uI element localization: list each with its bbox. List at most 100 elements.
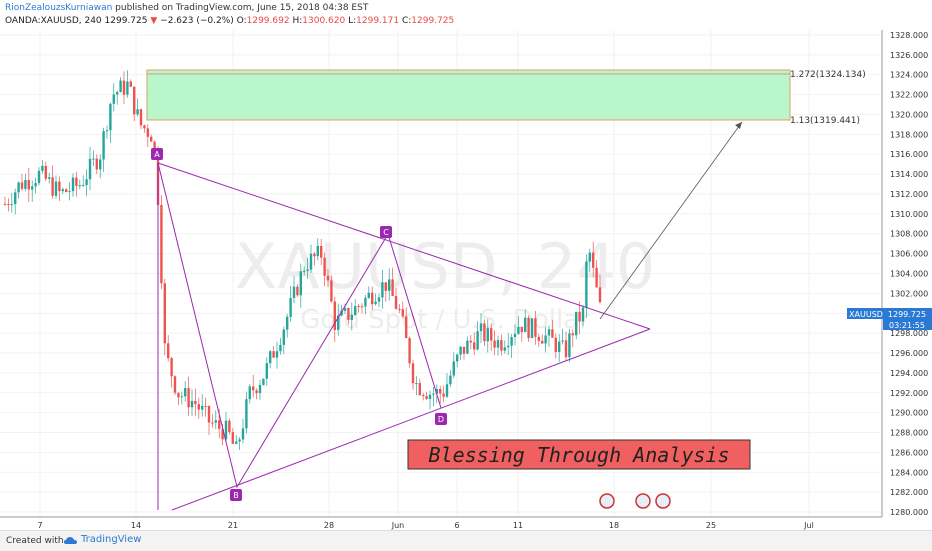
y-tick-label: 1302.000	[890, 289, 928, 298]
candle-body	[405, 316, 408, 339]
candle-body	[126, 81, 129, 95]
y-tick-label: 1296.000	[890, 349, 928, 358]
abcd-triangle-pattern[interactable]	[157, 121, 743, 511]
candle-body	[350, 314, 353, 320]
y-tick-label: 1316.000	[890, 150, 928, 159]
created-with-text: Created with	[6, 536, 64, 546]
y-tick-label: 1326.000	[890, 51, 928, 60]
publish-line: RionZealouzsKurniawan published on Tradi…	[5, 3, 368, 13]
price-tag-symbol: XAUUSD	[849, 310, 883, 319]
event-icons[interactable]	[599, 493, 671, 509]
candle-body	[105, 130, 109, 132]
candle-body	[95, 158, 98, 170]
candle-body	[122, 80, 126, 95]
point-b-marker[interactable]: B	[230, 489, 242, 501]
y-tick-label: 1290.000	[890, 409, 928, 418]
pattern-zigzag-line	[157, 162, 442, 489]
candle-body	[187, 388, 190, 408]
x-tick-label: Jul	[803, 521, 814, 530]
us-flag-event-icon[interactable]	[655, 493, 671, 509]
candle-body	[299, 271, 302, 296]
y-tick-label: 1298.000	[890, 329, 928, 338]
candle-body	[48, 177, 51, 179]
candle-body	[197, 404, 200, 410]
y-tick-label: 1328.000	[890, 31, 928, 40]
time-axis[interactable]: 7 14 21 28 Jun 6 11 18 25 Jul	[0, 516, 882, 530]
candle-body	[78, 185, 81, 187]
candle-body	[503, 347, 506, 351]
candle-body	[177, 392, 180, 398]
candle-body	[275, 351, 279, 358]
candle-body	[408, 338, 411, 364]
y-tick-label: 1318.000	[890, 130, 928, 139]
fib-label-1272: 1.272(1324.134)	[790, 70, 866, 80]
y-tick-label: 1306.000	[890, 250, 928, 259]
analysis-banner[interactable]: Blessing Through Analysis	[407, 439, 751, 470]
x-tick-label: 11	[513, 521, 523, 530]
candle-body	[333, 301, 336, 330]
candle-body	[517, 327, 520, 334]
candle-body	[581, 307, 585, 322]
candle-body	[585, 261, 588, 308]
candle-body	[411, 363, 415, 384]
candle-body	[224, 420, 228, 440]
x-tick-label: 7	[37, 521, 42, 530]
candle-body	[252, 386, 255, 391]
x-tick-label: 28	[324, 521, 334, 530]
symbol-label[interactable]: OANDA:XAUUSD, 240	[5, 16, 102, 26]
candle-body	[61, 189, 64, 192]
candle-body	[14, 192, 17, 205]
tradingview-logo[interactable]: TradingView	[64, 534, 141, 545]
candle-body	[255, 390, 258, 394]
us-flag-event-icon[interactable]	[599, 493, 615, 509]
point-c-marker[interactable]: C	[380, 226, 392, 238]
candle-body	[85, 179, 88, 186]
point-a-label: A	[154, 150, 160, 159]
candle-body	[160, 205, 163, 284]
last-price: 1299.725	[104, 16, 148, 26]
change-down-icon: ▼	[150, 16, 158, 26]
candle-body	[445, 384, 449, 397]
candle-body	[493, 340, 496, 348]
y-tick-label: 1312.000	[890, 190, 928, 199]
candle-body	[428, 394, 432, 399]
price-chart[interactable]: XAUUSD, 240 Gold Spot / U.S. Dollar 1.27…	[0, 30, 932, 530]
candle-body	[309, 253, 313, 270]
price-axis[interactable]: 1280.000 1282.000 1284.000 1286.000 1288.000…	[881, 30, 932, 517]
author-link[interactable]: RionZealouzsKurniawan	[5, 3, 113, 13]
candle-body	[415, 383, 418, 385]
x-tick-label: 25	[706, 521, 716, 530]
point-a-marker[interactable]: A	[151, 148, 163, 160]
candle-body	[439, 389, 442, 394]
candle-body	[190, 400, 194, 408]
tradingview-brand: TradingView	[81, 534, 142, 545]
candle-body	[374, 301, 377, 305]
candle-body	[303, 270, 306, 272]
y-tick-label: 1320.000	[890, 110, 928, 119]
candle-body	[241, 428, 245, 440]
candle-body	[262, 378, 265, 385]
candle-body	[306, 269, 309, 271]
candle-body	[571, 333, 574, 336]
close-label: C:	[401, 16, 412, 26]
candle-body	[34, 183, 37, 187]
price-tag-value: 1299.725	[888, 310, 926, 319]
candle-body	[340, 310, 343, 316]
candle-body	[37, 170, 41, 184]
candle-body	[401, 309, 404, 317]
candle-body	[561, 340, 564, 342]
point-d-marker[interactable]: D	[435, 413, 447, 425]
triangle-upper-line	[157, 162, 651, 330]
candle-body	[54, 181, 58, 196]
x-tick-label: 14	[131, 521, 141, 530]
fib-target-zone[interactable]	[146, 69, 791, 121]
us-flag-event-icon[interactable]	[635, 493, 651, 509]
candle-body	[541, 340, 544, 344]
candle-body	[500, 340, 503, 351]
candle-body	[377, 297, 381, 302]
y-tick-label: 1324.000	[890, 71, 928, 80]
candle-body	[564, 340, 568, 358]
candle-body	[432, 393, 435, 395]
candle-body	[75, 177, 78, 186]
candle-body	[598, 287, 602, 303]
